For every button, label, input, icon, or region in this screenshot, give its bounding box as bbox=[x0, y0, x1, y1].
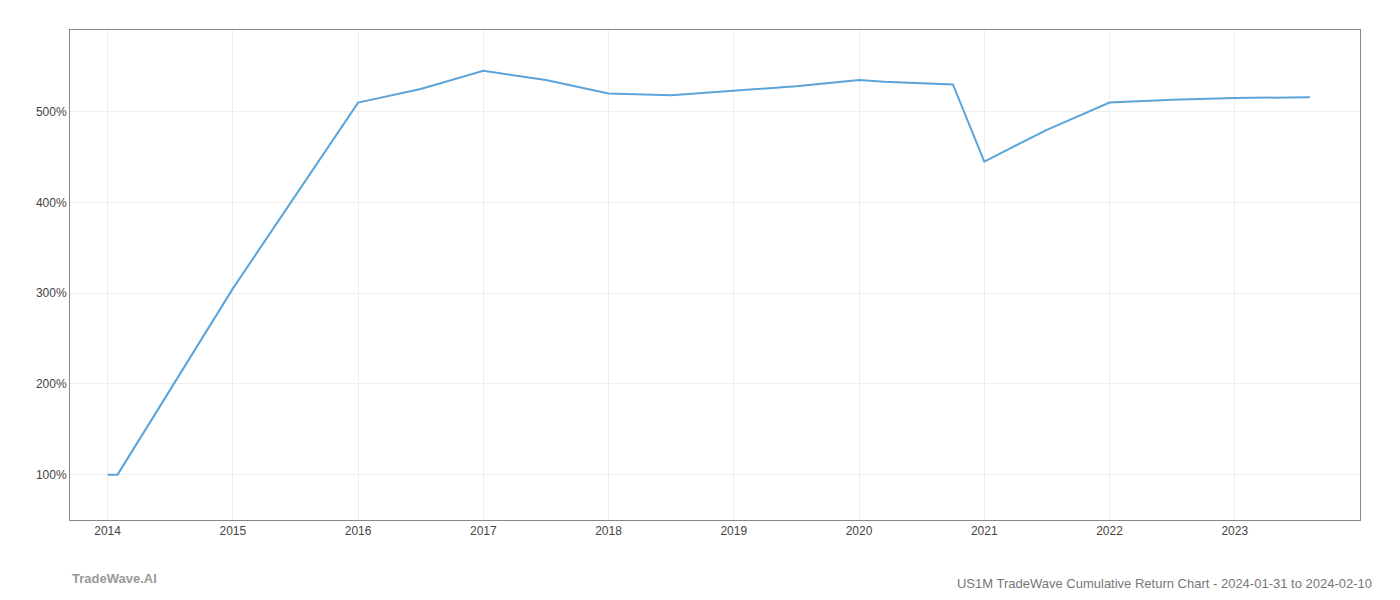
svg-text:2019: 2019 bbox=[720, 524, 747, 538]
svg-text:500%: 500% bbox=[36, 105, 67, 119]
svg-text:2020: 2020 bbox=[846, 524, 873, 538]
svg-text:2015: 2015 bbox=[219, 524, 246, 538]
svg-text:300%: 300% bbox=[36, 286, 67, 300]
svg-text:2021: 2021 bbox=[971, 524, 998, 538]
svg-text:2016: 2016 bbox=[345, 524, 372, 538]
svg-text:2017: 2017 bbox=[470, 524, 497, 538]
svg-text:2014: 2014 bbox=[94, 524, 121, 538]
svg-text:100%: 100% bbox=[36, 468, 67, 482]
svg-text:200%: 200% bbox=[36, 377, 67, 391]
svg-text:2018: 2018 bbox=[595, 524, 622, 538]
svg-text:400%: 400% bbox=[36, 196, 67, 210]
svg-text:US1M TradeWave Cumulative Retu: US1M TradeWave Cumulative Return Chart -… bbox=[957, 576, 1372, 591]
svg-text:2022: 2022 bbox=[1096, 524, 1123, 538]
svg-text:TradeWave.AI: TradeWave.AI bbox=[72, 571, 157, 586]
svg-text:2023: 2023 bbox=[1221, 524, 1248, 538]
